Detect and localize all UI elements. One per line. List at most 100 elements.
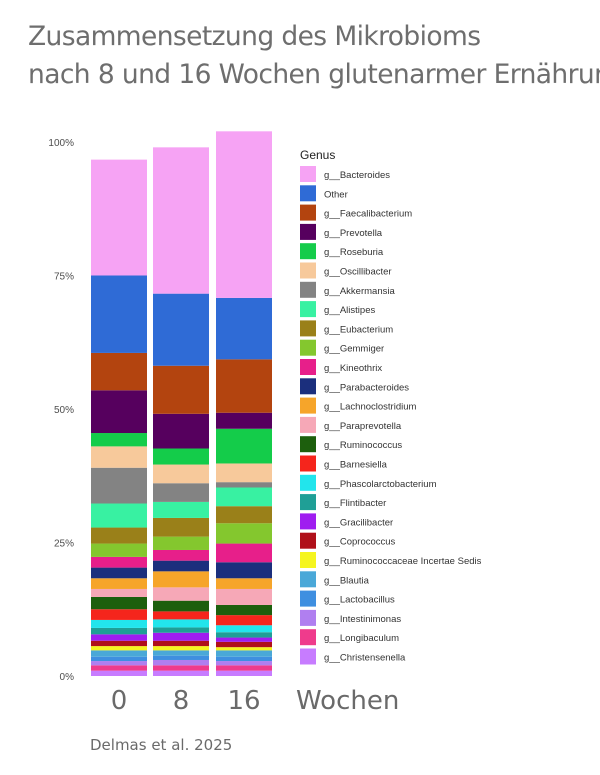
legend-swatch (300, 281, 316, 298)
legend-label: g__Alistipes (324, 305, 375, 316)
bar-segment (91, 578, 147, 589)
bar-segment (153, 619, 209, 628)
bar-segment (153, 571, 209, 588)
legend-label: g__Paraprevotella (324, 421, 402, 432)
bar-segment (91, 467, 147, 504)
legend-label: g__Longibaculum (324, 633, 399, 644)
bar-segment (216, 482, 272, 488)
bar-segment (216, 656, 272, 662)
y-tick-label: 25% (54, 539, 74, 550)
bar-segment (153, 655, 209, 660)
legend-swatch (300, 455, 316, 472)
legend-label: g__Bacteroides (324, 170, 390, 181)
legend-swatch (300, 301, 316, 318)
bar-segment (216, 650, 272, 657)
legend-swatch (300, 339, 316, 356)
legend-swatch (300, 494, 316, 511)
bar-segment (216, 615, 272, 626)
legend-label: g__Akkermansia (324, 286, 395, 297)
bar-segment (91, 543, 147, 557)
bar-segment (216, 428, 272, 464)
x-tick-label: 16 (227, 686, 260, 716)
bar-segment (153, 659, 209, 666)
legend-label: g__Flintibacter (324, 498, 386, 509)
bar-segment (216, 523, 272, 544)
bar-segment (91, 670, 147, 676)
bar-segment (153, 600, 209, 612)
bar-segment (216, 625, 272, 633)
x-tick-label: 8 (173, 686, 190, 716)
bar-segment (153, 536, 209, 550)
bar-segment (153, 549, 209, 561)
legend-label: g__Barnesiella (324, 460, 388, 471)
legend-swatch (300, 397, 316, 414)
bar-segment (153, 632, 209, 641)
y-tick-label: 100% (48, 138, 74, 149)
bar-segment (216, 661, 272, 666)
bar-segment (91, 556, 147, 568)
bar-segment (216, 632, 272, 638)
bar-segment (91, 567, 147, 579)
legend-label: g__Kineothrix (324, 363, 382, 374)
bar-segment (91, 627, 147, 635)
bar-segment (153, 670, 209, 676)
legend-label: g__Coprococcus (324, 537, 396, 548)
legend-label: g__Blautia (324, 575, 370, 586)
bar-segment (216, 487, 272, 507)
legend-label: g__Parabacteroides (324, 382, 409, 393)
bar-segment (91, 275, 147, 353)
legend-swatch (300, 262, 316, 279)
legend-swatch (300, 320, 316, 337)
bar-segment (216, 641, 272, 648)
bar-segment (153, 611, 209, 620)
bar-segment (216, 463, 272, 483)
bar-segment (216, 647, 272, 651)
legend-label: g__Gemmiger (324, 344, 384, 355)
legend-label: g__Lactobacillus (324, 595, 395, 606)
legend-label: g__Lachnoclostridium (324, 402, 417, 413)
bar-segment (91, 588, 147, 597)
bar-segment (216, 562, 272, 579)
legend-label: g__Oscillibacter (324, 267, 392, 278)
chart-title: Zusammensetzung des Mikrobioms nach 8 un… (28, 18, 600, 94)
legend-swatch (300, 609, 316, 626)
legend-label: g__Intestinimonas (324, 614, 401, 625)
bar-segment (153, 483, 209, 502)
bar-segment (91, 596, 147, 610)
legend-swatch (300, 513, 316, 530)
bar-segment (91, 640, 147, 647)
legend-label: g__Gracilibacter (324, 517, 393, 528)
legend-label: Other (324, 189, 348, 200)
bar-segment (153, 560, 209, 572)
bar-segment (216, 588, 272, 605)
bar-segment (153, 517, 209, 537)
legend-label: g__Prevotella (324, 228, 383, 239)
bar-segment (153, 413, 209, 449)
source-citation: Delmas et al. 2025 (90, 736, 233, 754)
bar-segment (91, 352, 147, 391)
bar-segment (91, 527, 147, 544)
bar-segment (91, 646, 147, 651)
legend-swatch (300, 629, 316, 646)
bar-segment (91, 390, 147, 434)
legend-label: g__Ruminococcaceae Incertae Sedis (324, 556, 482, 567)
bar-segment (216, 506, 272, 524)
legend-swatch (300, 590, 316, 607)
bar-segment (91, 433, 147, 447)
legend-swatch (300, 436, 316, 453)
bar-segment (216, 670, 272, 676)
bar-segment (91, 619, 147, 628)
bar-segment (216, 604, 272, 616)
bar-segment (153, 147, 209, 294)
x-axis-label: Wochen (296, 686, 399, 716)
legend-swatch (300, 243, 316, 260)
legend-label: g__Eubacterium (324, 324, 393, 335)
bar-segment (153, 665, 209, 671)
bar-segment (91, 159, 147, 276)
legend-swatch (300, 532, 316, 549)
bar-segment (153, 293, 209, 366)
legend-swatch (300, 223, 316, 240)
bar-segment (153, 627, 209, 633)
legend-swatch (300, 648, 316, 665)
